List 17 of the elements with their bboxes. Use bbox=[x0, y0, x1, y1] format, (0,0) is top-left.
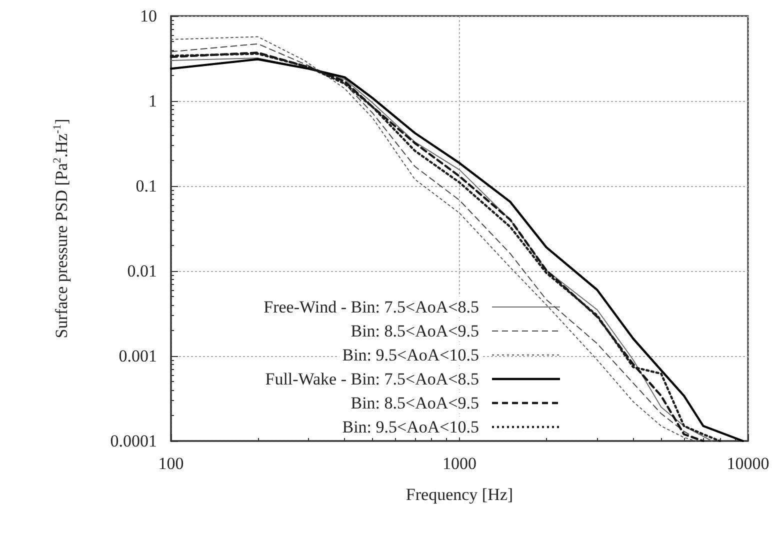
y-tick-label: 0.0001 bbox=[110, 432, 157, 450]
y-axis-title: Surface pressure PSD [Pa2.Hz-1] bbox=[52, 118, 71, 338]
legend-label: Full-Wake - Bin: 7.5<AoA<8.5 bbox=[265, 370, 479, 388]
y-tick-label: 10 bbox=[140, 6, 157, 26]
y-tick-label: 1 bbox=[148, 92, 157, 110]
y-tick-label: 0.1 bbox=[136, 176, 157, 196]
y-tick-label: 0.001 bbox=[118, 346, 157, 366]
legend-label: Free-Wind - Bin: 7.5<AoA<8.5 bbox=[264, 298, 479, 316]
legend-label: Bin: 9.5<AoA<10.5 bbox=[342, 418, 479, 436]
legend-label: Bin: 8.5<AoA<9.5 bbox=[350, 394, 479, 412]
x-tick-label: 10000 bbox=[726, 454, 770, 473]
y-tick-label: 0.01 bbox=[127, 262, 157, 280]
legend-label: Bin: 9.5<AoA<10.5 bbox=[342, 346, 479, 364]
x-tick-label: 1000 bbox=[442, 454, 476, 473]
legend-label: Bin: 8.5<AoA<9.5 bbox=[350, 322, 479, 340]
x-tick-label: 100 bbox=[158, 454, 184, 473]
x-axis-title: Frequency [Hz] bbox=[406, 485, 514, 504]
